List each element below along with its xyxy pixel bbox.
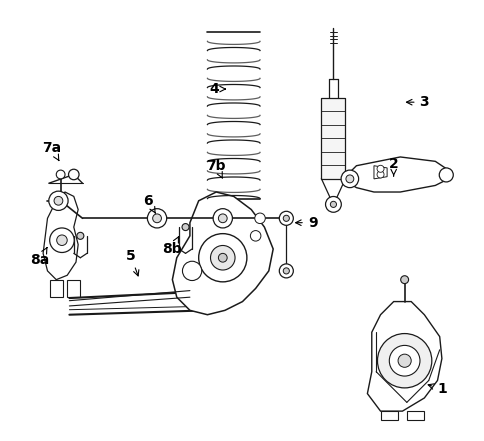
Circle shape: [198, 234, 246, 282]
Circle shape: [152, 214, 161, 223]
Circle shape: [325, 197, 341, 212]
Circle shape: [210, 246, 235, 270]
Polygon shape: [367, 302, 441, 411]
Circle shape: [439, 168, 453, 182]
Circle shape: [376, 165, 383, 172]
Circle shape: [49, 228, 74, 253]
Text: 6: 6: [143, 194, 155, 213]
Text: 1: 1: [427, 382, 446, 396]
Text: 9: 9: [295, 216, 317, 230]
Polygon shape: [406, 411, 424, 420]
Circle shape: [400, 276, 408, 284]
Circle shape: [218, 254, 227, 262]
Circle shape: [340, 170, 358, 187]
Polygon shape: [373, 166, 386, 179]
Circle shape: [283, 268, 289, 274]
Circle shape: [345, 175, 353, 183]
Circle shape: [254, 213, 265, 224]
Circle shape: [376, 171, 383, 178]
Bar: [321, 97, 345, 179]
Circle shape: [182, 224, 189, 231]
Circle shape: [182, 261, 201, 280]
Circle shape: [76, 232, 84, 239]
Circle shape: [212, 209, 232, 228]
Circle shape: [147, 209, 166, 228]
Text: 2: 2: [388, 157, 398, 176]
Text: 8a: 8a: [30, 247, 49, 267]
Circle shape: [56, 170, 65, 179]
Circle shape: [68, 169, 79, 180]
Polygon shape: [43, 192, 78, 280]
Circle shape: [218, 214, 227, 223]
Text: 7a: 7a: [42, 141, 61, 161]
Text: 3: 3: [406, 95, 428, 109]
Circle shape: [279, 264, 293, 278]
Circle shape: [54, 196, 63, 205]
Polygon shape: [380, 411, 397, 420]
Text: 4: 4: [209, 82, 225, 96]
Circle shape: [397, 354, 410, 367]
Text: 8b: 8b: [162, 236, 182, 256]
Polygon shape: [345, 157, 448, 192]
Circle shape: [330, 201, 336, 207]
Polygon shape: [172, 192, 272, 315]
Circle shape: [49, 191, 68, 210]
Text: 7b: 7b: [206, 159, 226, 178]
Circle shape: [279, 211, 293, 225]
Circle shape: [283, 215, 289, 221]
Circle shape: [250, 231, 260, 241]
Circle shape: [389, 345, 419, 376]
Circle shape: [57, 235, 67, 246]
Polygon shape: [49, 280, 63, 297]
Polygon shape: [67, 280, 80, 297]
Text: 5: 5: [126, 249, 138, 276]
Circle shape: [377, 333, 431, 388]
